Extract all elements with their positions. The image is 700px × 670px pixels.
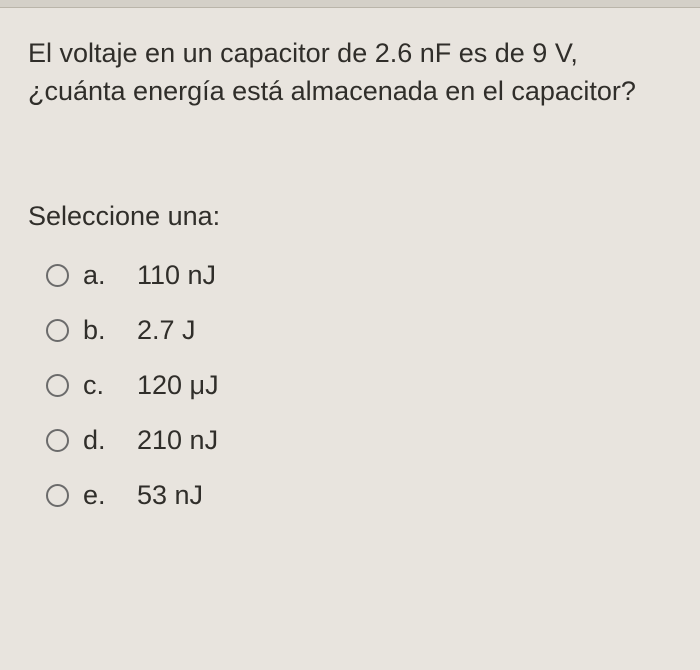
option-d[interactable]: d. 210 nJ: [46, 425, 672, 456]
option-text: 2.7 J: [127, 315, 196, 346]
option-text: 120 μJ: [127, 370, 219, 401]
question-text: El voltaje en un capacitor de 2.6 nF es …: [28, 35, 672, 111]
option-text: 53 nJ: [127, 480, 203, 511]
option-a[interactable]: a. 110 nJ: [46, 260, 672, 291]
radio-button[interactable]: [46, 429, 69, 452]
radio-button[interactable]: [46, 264, 69, 287]
option-letter: b.: [83, 315, 113, 346]
option-text: 110 nJ: [127, 260, 216, 291]
radio-button[interactable]: [46, 319, 69, 342]
option-letter: c.: [83, 370, 113, 401]
option-letter: d.: [83, 425, 113, 456]
option-b[interactable]: b. 2.7 J: [46, 315, 672, 346]
top-border: [0, 0, 700, 8]
option-text: 210 nJ: [127, 425, 218, 456]
option-c[interactable]: c. 120 μJ: [46, 370, 672, 401]
radio-button[interactable]: [46, 374, 69, 397]
radio-button[interactable]: [46, 484, 69, 507]
option-letter: e.: [83, 480, 113, 511]
option-e[interactable]: e. 53 nJ: [46, 480, 672, 511]
option-letter: a.: [83, 260, 113, 291]
selection-prompt: Seleccione una:: [28, 201, 672, 232]
options-list: a. 110 nJ b. 2.7 J c. 120 μJ d. 210 nJ e…: [28, 260, 672, 511]
